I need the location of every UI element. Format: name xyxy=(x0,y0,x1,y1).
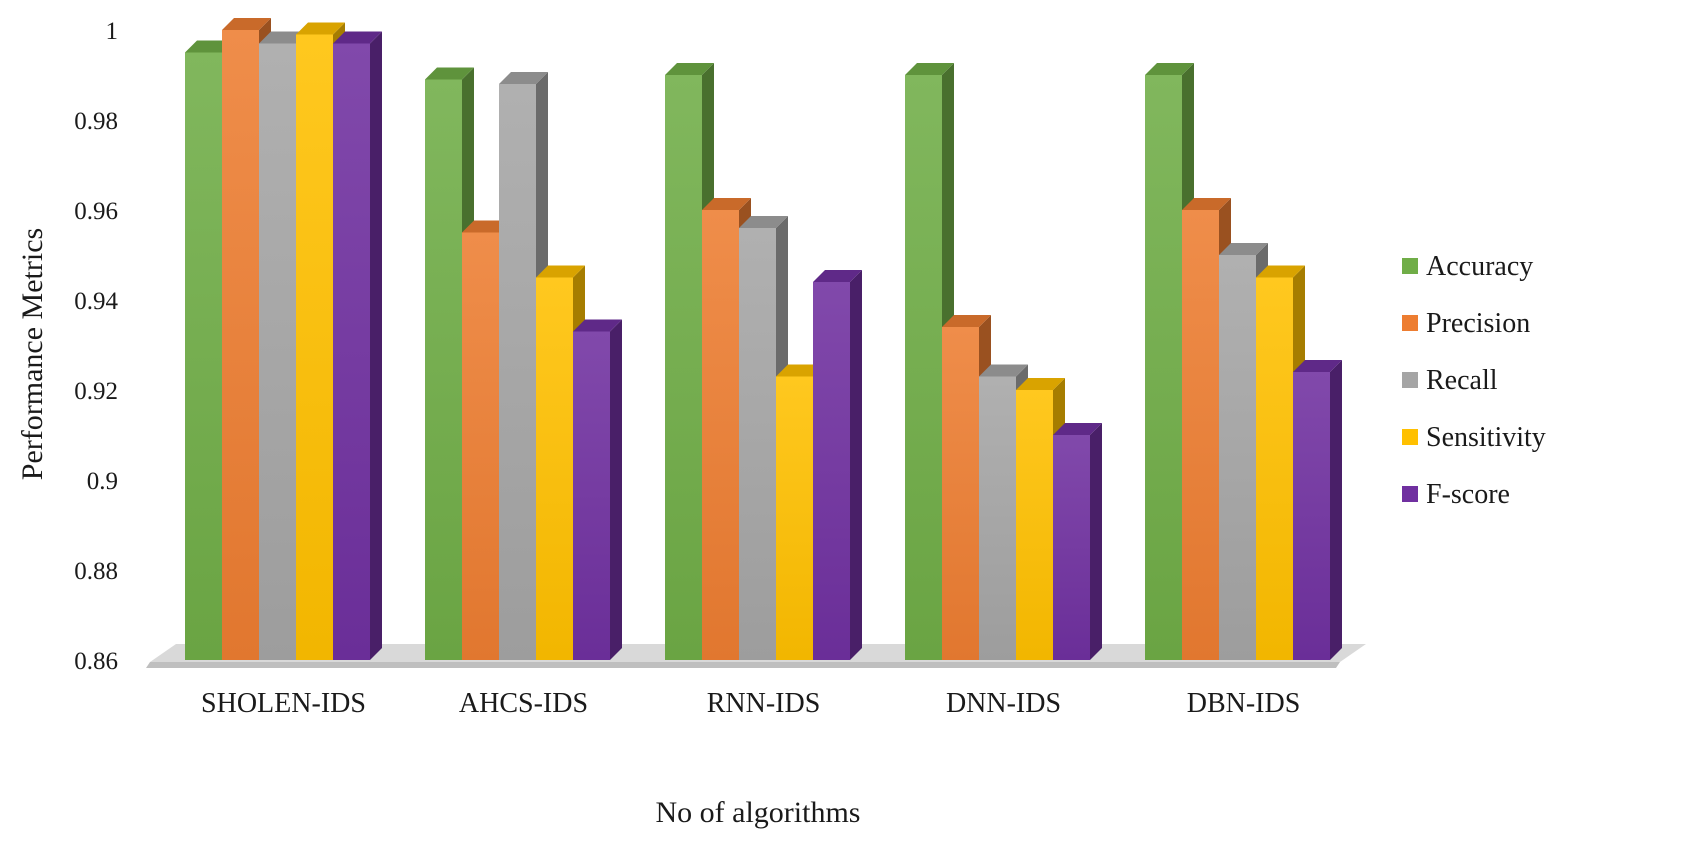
legend-item-recall: Recall xyxy=(1402,365,1498,396)
x-category-label: DBN-IDS xyxy=(1187,688,1301,719)
bar-f-score-ahcs-ids xyxy=(573,319,622,660)
legend-item-precision: Precision xyxy=(1402,308,1530,339)
y-tick-label: 0.9 xyxy=(87,468,118,495)
legend-label: Recall xyxy=(1426,365,1498,396)
x-category-label: SHOLEN-IDS xyxy=(201,688,366,719)
legend-label: F-score xyxy=(1426,479,1510,510)
y-tick-label: 1 xyxy=(106,18,119,45)
bar-group-ahcs-ids xyxy=(425,67,622,660)
bar-f-score-sholen-ids xyxy=(333,31,382,660)
legend-label: Sensitivity xyxy=(1426,422,1546,453)
legend-swatch xyxy=(1402,258,1418,274)
x-category-label: DNN-IDS xyxy=(946,688,1061,719)
legend-swatch xyxy=(1402,315,1418,331)
y-tick-label: 0.88 xyxy=(74,558,118,585)
x-category-label: RNN-IDS xyxy=(707,688,821,719)
legend: Accuracy Precision Recall Sensitivity F-scor… xyxy=(1402,251,1546,510)
bar-f-score-dnn-ids xyxy=(1053,423,1102,660)
legend-item-sensitivity: Sensitivity xyxy=(1402,422,1546,453)
y-axis-ticks: 0.86 0.88 0.9 0.92 0.94 0.96 0.98 1 xyxy=(74,18,118,675)
bar-group-sholen-ids xyxy=(185,18,382,660)
legend-swatch xyxy=(1402,372,1418,388)
y-tick-label: 0.96 xyxy=(74,198,118,225)
legend-label: Accuracy xyxy=(1426,251,1533,282)
bar-series-group xyxy=(185,18,1342,660)
y-tick-label: 0.94 xyxy=(74,288,118,315)
bar-f-score-dbn-ids xyxy=(1293,360,1342,660)
legend-swatch xyxy=(1402,486,1418,502)
y-axis-title: Performance Metrics xyxy=(16,228,49,480)
x-axis-categories: SHOLEN-IDS AHCS-IDS RNN-IDS DNN-IDS DBN-IDS xyxy=(201,688,1300,719)
legend-label: Precision xyxy=(1426,308,1530,339)
bar-group-dnn-ids xyxy=(905,63,1102,660)
bar-f-score-rnn-ids xyxy=(813,270,862,660)
x-category-label: AHCS-IDS xyxy=(459,688,588,719)
y-tick-label: 0.98 xyxy=(74,108,118,135)
y-tick-label: 0.86 xyxy=(74,648,118,675)
legend-item-f-score: F-score xyxy=(1402,479,1510,510)
legend-item-accuracy: Accuracy xyxy=(1402,251,1533,282)
y-tick-label: 0.92 xyxy=(74,378,118,405)
bar-group-dbn-ids xyxy=(1145,63,1342,660)
floor-edge xyxy=(146,662,1340,668)
legend-swatch xyxy=(1402,429,1418,445)
x-axis-title: No of algorithms xyxy=(656,796,861,829)
bar-group-rnn-ids xyxy=(665,63,862,660)
